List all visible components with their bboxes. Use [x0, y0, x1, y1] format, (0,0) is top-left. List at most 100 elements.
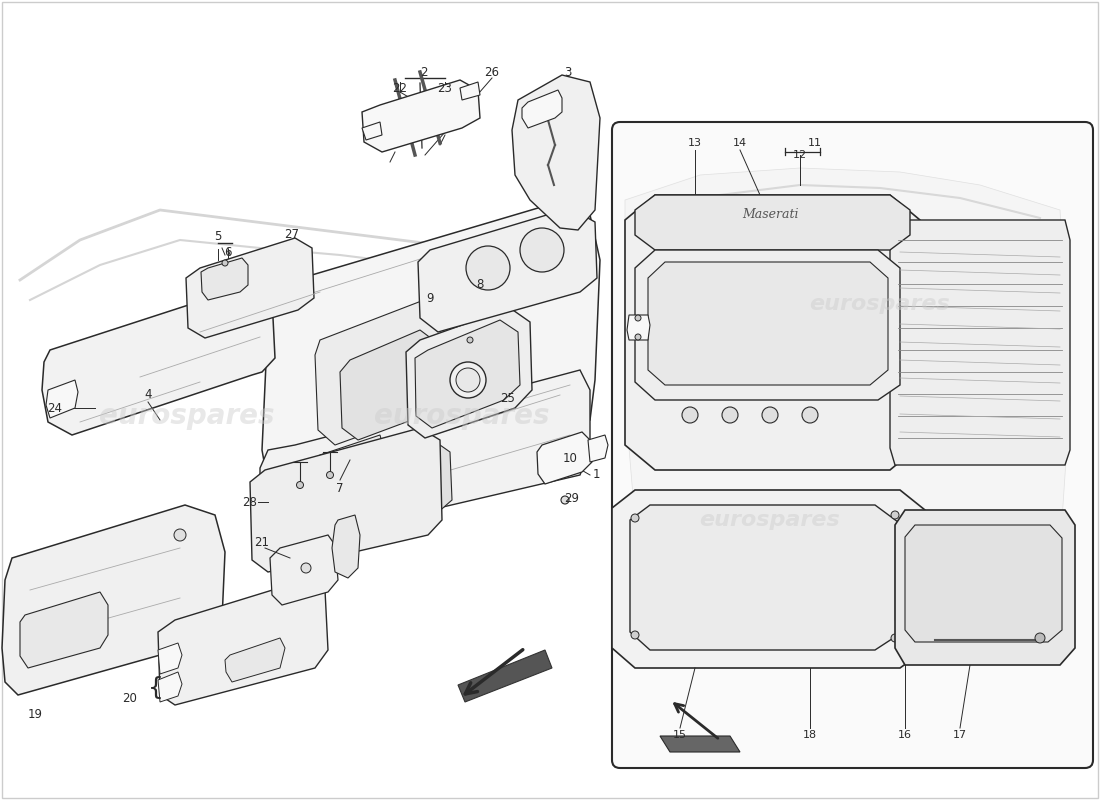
Text: {: {: [148, 676, 164, 700]
Polygon shape: [315, 290, 478, 445]
Text: eurospares: eurospares: [810, 294, 950, 314]
Text: 3: 3: [564, 66, 572, 78]
Circle shape: [466, 246, 510, 290]
Circle shape: [635, 315, 641, 321]
Polygon shape: [226, 638, 285, 682]
Circle shape: [327, 471, 333, 478]
Text: eurospares: eurospares: [700, 510, 840, 530]
Polygon shape: [332, 515, 360, 578]
Polygon shape: [20, 592, 108, 668]
Text: eurospares: eurospares: [99, 402, 275, 430]
Polygon shape: [630, 505, 898, 650]
Polygon shape: [612, 490, 925, 668]
Polygon shape: [895, 510, 1075, 665]
Text: 16: 16: [898, 730, 912, 740]
Text: 6: 6: [224, 246, 232, 258]
Text: 9: 9: [427, 291, 433, 305]
Text: 12: 12: [793, 150, 807, 160]
Circle shape: [450, 362, 486, 398]
Text: 5: 5: [214, 230, 222, 243]
Text: 28: 28: [243, 495, 257, 509]
Text: 8: 8: [476, 278, 484, 291]
Text: 23: 23: [438, 82, 452, 94]
Polygon shape: [201, 258, 248, 300]
Polygon shape: [270, 535, 338, 605]
Circle shape: [635, 334, 641, 340]
Polygon shape: [346, 438, 452, 535]
Text: 26: 26: [484, 66, 499, 78]
Polygon shape: [905, 525, 1062, 642]
Circle shape: [802, 407, 818, 423]
Text: 17: 17: [953, 730, 967, 740]
Polygon shape: [635, 195, 910, 250]
Text: 20: 20: [122, 691, 138, 705]
Circle shape: [174, 529, 186, 541]
Polygon shape: [458, 650, 552, 702]
Circle shape: [631, 631, 639, 639]
Polygon shape: [158, 643, 182, 674]
Polygon shape: [260, 370, 590, 545]
Text: 24: 24: [47, 402, 63, 414]
Circle shape: [891, 634, 899, 642]
Polygon shape: [627, 315, 650, 340]
Circle shape: [1035, 633, 1045, 643]
Circle shape: [520, 228, 564, 272]
Polygon shape: [415, 320, 520, 428]
Polygon shape: [250, 428, 442, 572]
Polygon shape: [262, 200, 600, 510]
Polygon shape: [537, 432, 592, 484]
Polygon shape: [158, 672, 182, 702]
Polygon shape: [512, 75, 600, 230]
Circle shape: [297, 482, 304, 489]
Polygon shape: [635, 250, 900, 400]
Polygon shape: [46, 380, 78, 418]
Text: 18: 18: [803, 730, 817, 740]
Polygon shape: [186, 238, 314, 338]
FancyBboxPatch shape: [612, 122, 1093, 768]
Polygon shape: [625, 168, 1070, 580]
Polygon shape: [42, 285, 275, 435]
Circle shape: [456, 368, 480, 392]
Polygon shape: [588, 435, 608, 462]
Polygon shape: [318, 435, 385, 515]
Text: 25: 25: [500, 391, 516, 405]
Text: 4: 4: [144, 389, 152, 402]
Polygon shape: [522, 90, 562, 128]
Text: 29: 29: [564, 491, 580, 505]
Text: 15: 15: [673, 730, 688, 740]
Polygon shape: [660, 736, 740, 752]
Polygon shape: [2, 505, 225, 695]
Text: 21: 21: [254, 535, 270, 549]
Circle shape: [722, 407, 738, 423]
Text: Maserati: Maserati: [741, 209, 799, 222]
Circle shape: [561, 496, 569, 504]
Circle shape: [682, 407, 698, 423]
Circle shape: [301, 563, 311, 573]
Polygon shape: [418, 208, 597, 332]
Text: 10: 10: [562, 451, 578, 465]
Polygon shape: [625, 195, 920, 470]
Text: 22: 22: [393, 82, 407, 94]
Polygon shape: [890, 220, 1070, 465]
Polygon shape: [340, 330, 442, 440]
Polygon shape: [362, 122, 382, 140]
Circle shape: [631, 514, 639, 522]
Circle shape: [762, 407, 778, 423]
Text: 7: 7: [337, 482, 343, 494]
Text: 11: 11: [808, 138, 822, 148]
Polygon shape: [406, 308, 532, 438]
Polygon shape: [158, 580, 328, 705]
Polygon shape: [648, 262, 888, 385]
Text: 27: 27: [285, 229, 299, 242]
Text: 19: 19: [28, 709, 43, 722]
Text: 2: 2: [420, 66, 428, 78]
Polygon shape: [895, 550, 930, 620]
Polygon shape: [362, 80, 480, 152]
Circle shape: [891, 511, 899, 519]
Circle shape: [222, 260, 228, 266]
Text: 13: 13: [688, 138, 702, 148]
Text: eurospares: eurospares: [374, 402, 550, 430]
Polygon shape: [460, 82, 480, 100]
Circle shape: [468, 337, 473, 343]
Text: 14: 14: [733, 138, 747, 148]
